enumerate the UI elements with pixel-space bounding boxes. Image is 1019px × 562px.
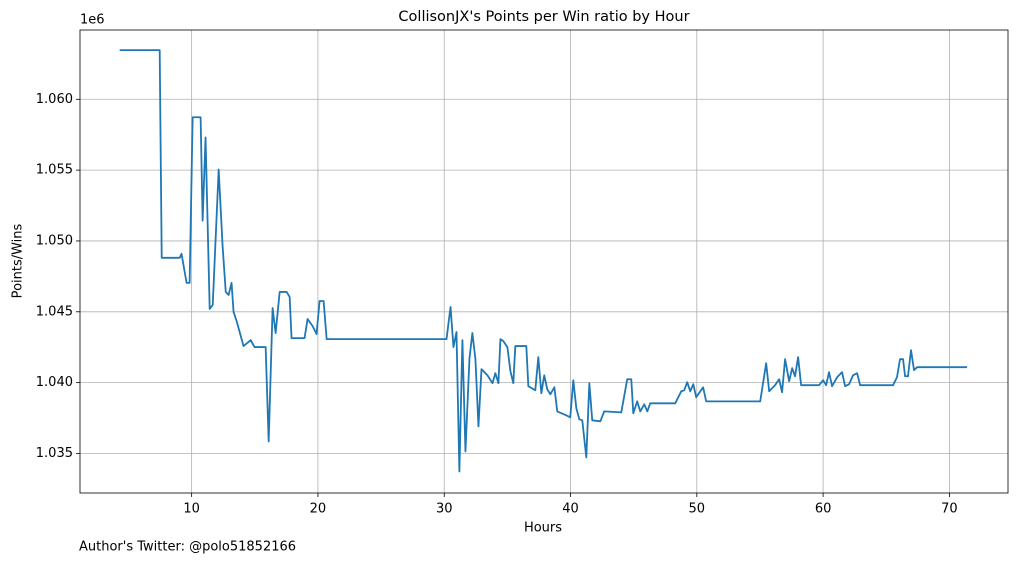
y-tick-label: 1.050 [36,233,73,248]
x-axis-label: Hours [524,521,562,536]
x-tick-label: 30 [436,502,453,517]
x-tick-label: 60 [815,502,832,517]
y-tick-label: 1.045 [36,304,73,319]
plot-frame [79,29,1009,494]
x-tick-label: 40 [562,502,579,517]
y-tick-label: 1.040 [36,375,73,390]
y-tick-label: 1.060 [36,92,73,107]
data-line [119,49,968,473]
offset-label: 1e6 [80,13,105,28]
y-tick-label: 1.055 [36,163,73,178]
y-tick-label: 1.035 [36,446,73,461]
y-axis-label: Points/Wins [11,223,26,298]
footnote: Author's Twitter: @polo51852166 [79,540,296,555]
x-tick-label: 20 [310,502,327,517]
x-tick-label: 10 [183,502,200,517]
chart-title: CollisonJX's Points per Win ratio by Hou… [398,9,689,25]
x-tick-label: 50 [689,502,706,517]
x-tick-label: 70 [941,502,958,517]
